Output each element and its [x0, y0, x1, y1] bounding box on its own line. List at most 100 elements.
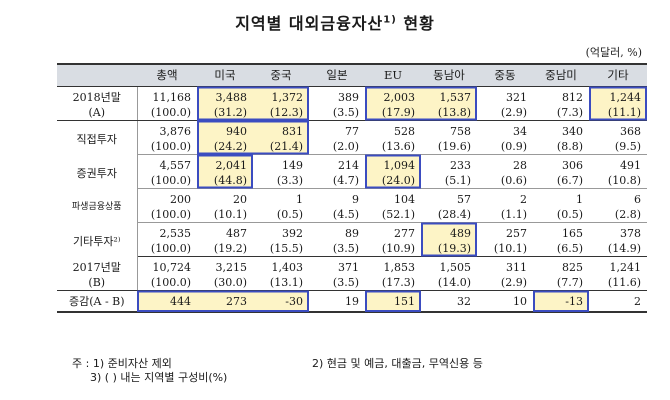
cell: 77	[345, 125, 359, 138]
cell: 1,403	[271, 261, 304, 274]
cell: 10	[477, 290, 533, 313]
cell: 28	[513, 159, 527, 172]
cell: 758	[450, 125, 471, 138]
col-header: 일본	[309, 63, 365, 87]
cell-pct: (100.0)	[137, 139, 197, 155]
cell-pct: (30.0)	[197, 275, 253, 291]
cell-pct: (2.9)	[477, 275, 533, 291]
row-label: 증권투자	[57, 154, 138, 189]
cell: 57	[457, 193, 471, 206]
table-row-pct: (A) (100.0) (31.2) (12.3) (3.5) (17.9) (…	[57, 105, 647, 121]
row-label: 직접투자	[57, 120, 138, 155]
row-label-sub: (B)	[57, 275, 138, 291]
col-header: 총액	[137, 63, 197, 87]
cell: 149	[282, 159, 303, 172]
cell: 165	[562, 227, 583, 240]
cell: 392	[282, 227, 303, 240]
cell: 487	[226, 227, 247, 240]
cell-pct: (52.1)	[365, 207, 421, 223]
cell: 444	[137, 290, 197, 313]
cell: 378	[620, 227, 641, 240]
row-label: 파생금융상품	[57, 188, 138, 223]
cell-pct: (17.9)	[365, 105, 421, 121]
cell-pct: (14.9)	[589, 241, 647, 257]
cell: 1,853	[383, 261, 416, 274]
cell: -30	[253, 290, 309, 313]
cell-pct: (100.0)	[137, 105, 197, 121]
table-row-pct: (100.0) (10.1) (0.5) (4.5) (52.1) (28.4)…	[57, 207, 647, 223]
unit-label: (억달러, %)	[585, 46, 642, 59]
cell: 273	[197, 290, 253, 313]
note-3: 3) ( ) 내는 지역별 구성비(%)	[90, 371, 228, 384]
cell: 9	[352, 193, 359, 206]
cell: 2	[520, 193, 527, 206]
cell-pct: (6.7)	[533, 173, 589, 189]
cell-pct: (100.0)	[137, 207, 197, 223]
cell-pct: (3.5)	[309, 275, 365, 291]
cell: 1,372	[253, 86, 309, 105]
cell: 1	[296, 193, 303, 206]
cell-pct: (17.3)	[365, 275, 421, 291]
cell-pct: (0.9)	[477, 139, 533, 155]
cell-pct: (12.3)	[253, 105, 309, 121]
cell: 19	[309, 290, 365, 313]
cell: 1,537	[421, 86, 477, 105]
cell: 311	[506, 261, 527, 274]
col-header: 중동	[477, 63, 533, 87]
cell-pct: (9.5)	[589, 139, 647, 155]
cell: 200	[170, 193, 191, 206]
cell-pct: (19.6)	[421, 139, 477, 155]
cell: 340	[562, 125, 583, 138]
cell: 1,241	[609, 261, 642, 274]
cell-pct: (6.5)	[533, 241, 589, 257]
cell-pct: (19.3)	[421, 241, 477, 257]
cell-pct: (0.5)	[253, 207, 309, 223]
header-corner	[57, 63, 137, 87]
table-row-pct: (100.0) (44.8) (3.3) (4.7) (24.0) (5.1) …	[57, 173, 647, 189]
cell-pct: (10.1)	[477, 241, 533, 257]
cell: 1	[576, 193, 583, 206]
cell-pct: (13.1)	[253, 275, 309, 291]
cell-pct: (31.2)	[197, 105, 253, 121]
diff-row: 증감(A - B) 444 273 -30 19 151 32 10 -13 2	[57, 290, 647, 313]
cell: 489	[421, 222, 477, 241]
cell-pct: (2.8)	[589, 207, 647, 223]
cell: 528	[394, 125, 415, 138]
cell-pct: (0.6)	[477, 173, 533, 189]
col-header: EU	[365, 63, 421, 87]
table-row: 기타투자²⁾ 2,535 487 392 89 277 489 257 165 …	[57, 222, 647, 257]
cell: 277	[394, 227, 415, 240]
row-label: 증감(A - B)	[57, 290, 138, 313]
cell-pct: (3.5)	[309, 105, 365, 121]
cell: 32	[421, 290, 477, 313]
cell: 2,041	[197, 154, 253, 173]
cell: 491	[620, 159, 641, 172]
row-label: 2018년말	[57, 86, 138, 105]
asset-table: 총액 미국 중국 일본 EU 동남아 중동 중남미 기타 2018년말 11,1…	[57, 63, 647, 313]
cell-pct: (11.6)	[589, 275, 647, 291]
cell-pct: (100.0)	[137, 275, 197, 291]
cell: 2	[589, 290, 647, 313]
cell-pct: (13.6)	[365, 139, 421, 155]
cell-pct: (8.8)	[533, 139, 589, 155]
table-row: 증권투자 4,557 2,041 149 214 1,094 233 28 30…	[57, 154, 647, 189]
note-2: 2) 현금 및 예금, 대출금, 무역신용 등	[312, 357, 483, 370]
table-row-pct: (100.0) (19.2) (15.5) (3.5) (10.9) (19.3…	[57, 241, 647, 257]
cell: 11,168	[152, 91, 192, 104]
cell: 3,215	[215, 261, 248, 274]
cell: 151	[365, 290, 421, 313]
footnotes: 주 : 1) 준비자산 제외 2) 현금 및 예금, 대출금, 무역신용 등 3…	[72, 357, 483, 385]
cell-pct: (3.5)	[309, 241, 365, 257]
cell: 2,535	[159, 227, 192, 240]
cell-pct: (100.0)	[137, 173, 197, 189]
cell-pct: (10.8)	[589, 173, 647, 189]
cell: 1,094	[365, 154, 421, 173]
cell-pct: (24.0)	[365, 173, 421, 189]
cell: 214	[338, 159, 359, 172]
cell: 34	[513, 125, 527, 138]
cell-pct: (21.4)	[253, 139, 309, 155]
cell: 257	[506, 227, 527, 240]
cell-pct: (15.5)	[253, 241, 309, 257]
cell-pct: (100.0)	[137, 241, 197, 257]
cell-pct: (7.7)	[533, 275, 589, 291]
